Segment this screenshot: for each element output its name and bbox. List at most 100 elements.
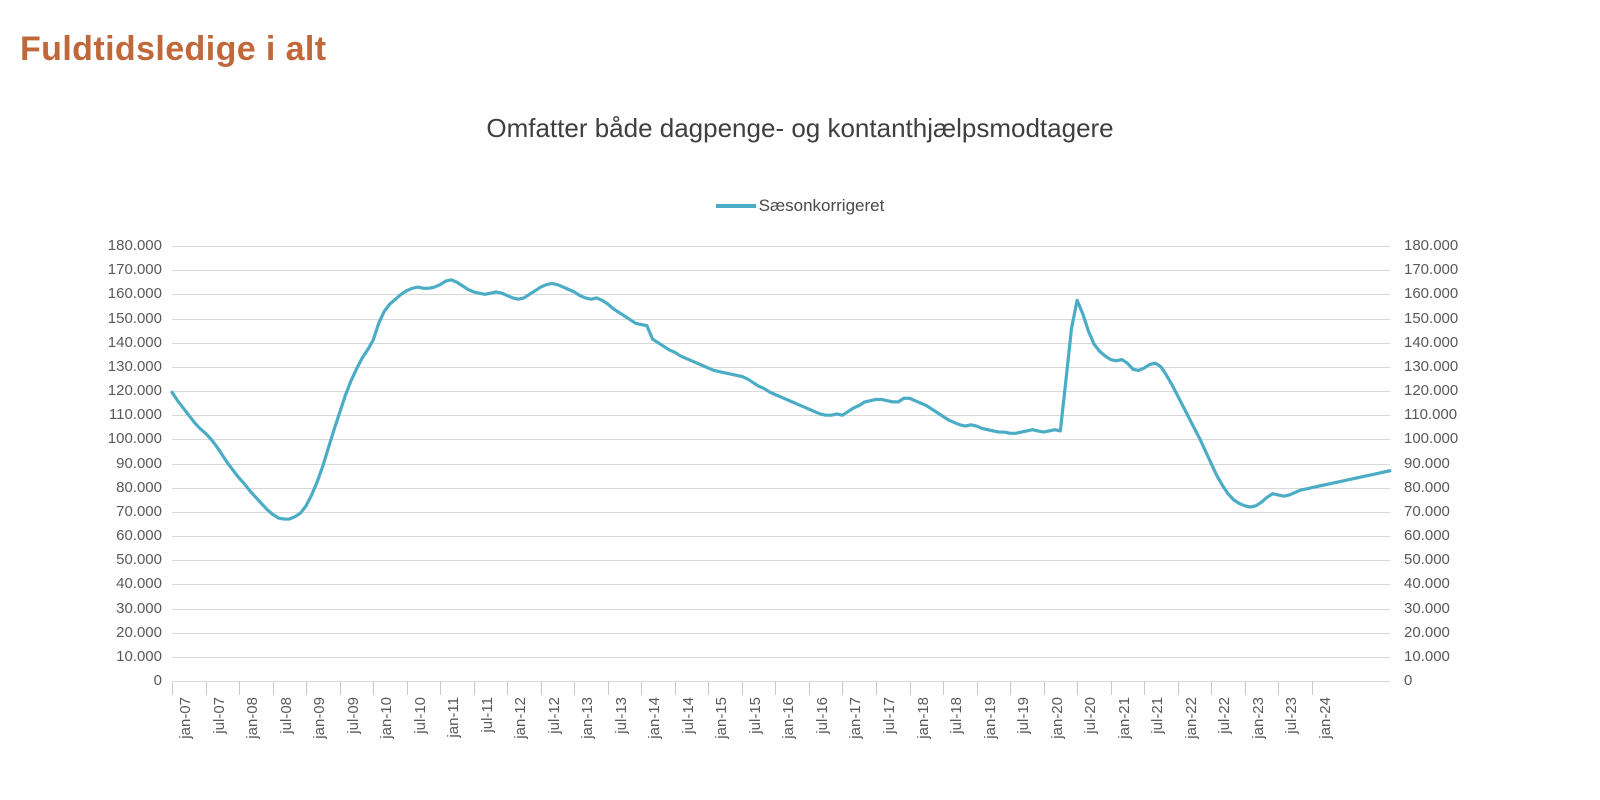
x-axis-tick-label: jul-22 [1216, 697, 1234, 734]
chart-legend: Sæsonkorrigeret [0, 196, 1600, 216]
x-axis-tick [842, 682, 844, 695]
y-axis-tick-label: 80.000 [116, 478, 162, 496]
y-axis-tick-label: 110.000 [1404, 406, 1458, 424]
y-axis-tick-label: 30.000 [1404, 599, 1450, 617]
y-axis-tick-label: 170.000 [107, 261, 162, 279]
y-axis-tick-label: 10.000 [116, 647, 162, 665]
gridline [172, 487, 1390, 489]
x-axis-tick [172, 682, 173, 695]
y-axis-tick-label: 110.000 [108, 406, 162, 424]
x-axis-tick [943, 682, 945, 695]
legend-line-swatch-icon [715, 204, 756, 208]
x-axis-tick [1244, 682, 1246, 695]
x-axis-tick-label: jul-16 [813, 697, 831, 734]
x-axis-tick [1211, 682, 1213, 695]
x-axis-tick [607, 682, 609, 695]
x-axis-tick [641, 682, 643, 695]
x-axis-tick [507, 682, 509, 695]
x-axis-tick-label: jul-09 [344, 697, 362, 734]
gridline [172, 270, 1390, 272]
y-axis-tick-label: 160.000 [1404, 285, 1459, 303]
x-axis-line [172, 681, 1390, 682]
gridline [172, 294, 1390, 296]
y-axis-tick-label: 90.000 [1404, 454, 1450, 472]
x-axis-tick-label: jul-13 [612, 697, 630, 734]
y-axis-tick-label: 60.000 [1404, 527, 1450, 544]
y-axis-tick-label: 150.000 [107, 309, 162, 327]
x-axis-tick [473, 682, 475, 695]
x-axis-tick-label: jul-07 [210, 697, 228, 734]
y-axis-tick-label: 180.000 [1404, 237, 1459, 254]
x-axis-tick-label: jul-17 [880, 697, 898, 734]
gridline [172, 536, 1390, 537]
y-axis-tick-label: 180.000 [107, 237, 162, 254]
y-axis-tick-label: 40.000 [1404, 575, 1450, 593]
x-axis-tick-label: jul-20 [1082, 697, 1100, 734]
x-axis-tick [875, 682, 877, 695]
y-axis-tick-label: 50.000 [1404, 551, 1450, 569]
gridline [172, 391, 1390, 392]
gridline [172, 608, 1390, 610]
x-axis-tick [909, 682, 911, 695]
x-axis-tick-label: jul-11 [478, 697, 496, 733]
series-line-saesonkorrigeret [170, 278, 1392, 521]
x-axis-tick-label: jan-13 [579, 697, 597, 739]
y-axis-tick-label: 20.000 [116, 623, 162, 641]
x-axis-tick [440, 682, 442, 695]
y-axis-tick-label: 90.000 [116, 454, 162, 472]
x-axis-tick [808, 682, 810, 695]
x-axis-tick-label: jan-10 [378, 697, 396, 739]
y-axis-tick-label: 40.000 [116, 575, 162, 593]
gridline [172, 366, 1390, 368]
gridline [172, 439, 1390, 441]
x-axis-tick-label: jan-21 [1115, 697, 1133, 739]
gridline [172, 415, 1390, 417]
y-axis-tick-label: 70.000 [116, 502, 162, 520]
x-axis-tick [1144, 682, 1146, 695]
x-axis-tick-label: jan-24 [1316, 697, 1334, 739]
x-axis-tick [373, 682, 375, 695]
x-axis-tick [1278, 682, 1280, 695]
x-axis-tick-label: jul-10 [411, 697, 429, 734]
y-axis-tick-label: 130.000 [107, 357, 162, 375]
y-axis-tick-label: 0 [1404, 672, 1413, 689]
x-axis-tick-label: jul-12 [545, 697, 563, 734]
x-axis-tick [205, 682, 207, 695]
x-axis-tick-label: jan-18 [914, 697, 932, 739]
plot-area [170, 246, 1392, 682]
x-axis-tick-label: jan-08 [244, 697, 262, 739]
legend-item-saesonkorrigeret[interactable]: Sæsonkorrigeret [715, 196, 884, 216]
x-axis-tick-label: jul-23 [1283, 697, 1301, 734]
x-axis-tick-label: jan-12 [512, 697, 530, 739]
gridline [172, 463, 1390, 465]
x-axis-tick [540, 682, 542, 695]
x-axis-tick [775, 682, 777, 695]
x-axis-tick [1010, 682, 1012, 695]
gridline [172, 318, 1390, 320]
y-axis-tick-label: 100.000 [107, 430, 162, 448]
y-axis-tick-label: 30.000 [116, 599, 162, 617]
x-axis-tick [741, 682, 743, 695]
x-axis-tick-label: jan-09 [311, 697, 329, 739]
x-axis-tick-label: jan-23 [1249, 697, 1267, 739]
x-axis-tick-label: jan-15 [713, 697, 731, 739]
x-axis-tick [1043, 682, 1045, 695]
y-axis-tick-label: 140.000 [1404, 333, 1459, 351]
gridline [172, 656, 1390, 658]
y-axis-tick-label: 160.000 [107, 285, 162, 303]
gridline [172, 342, 1390, 344]
x-axis-tick-label: jan-07 [177, 697, 194, 739]
x-axis-tick [674, 682, 676, 695]
y-axis-tick-label: 80.000 [1404, 478, 1450, 496]
x-axis-tick [239, 682, 241, 695]
x-axis-tick-label: jul-15 [746, 697, 764, 734]
page-title: Fuldtidsledige i alt [20, 30, 327, 68]
x-axis-tick-label: jan-11 [445, 697, 463, 738]
x-axis-tick [708, 682, 710, 695]
x-axis-tick [1110, 682, 1112, 695]
gridline [172, 584, 1390, 586]
gridline [172, 632, 1390, 634]
gridline [172, 511, 1390, 513]
x-axis-tick-label: jul-18 [948, 697, 966, 734]
x-axis-tick-label: jan-16 [780, 697, 798, 739]
